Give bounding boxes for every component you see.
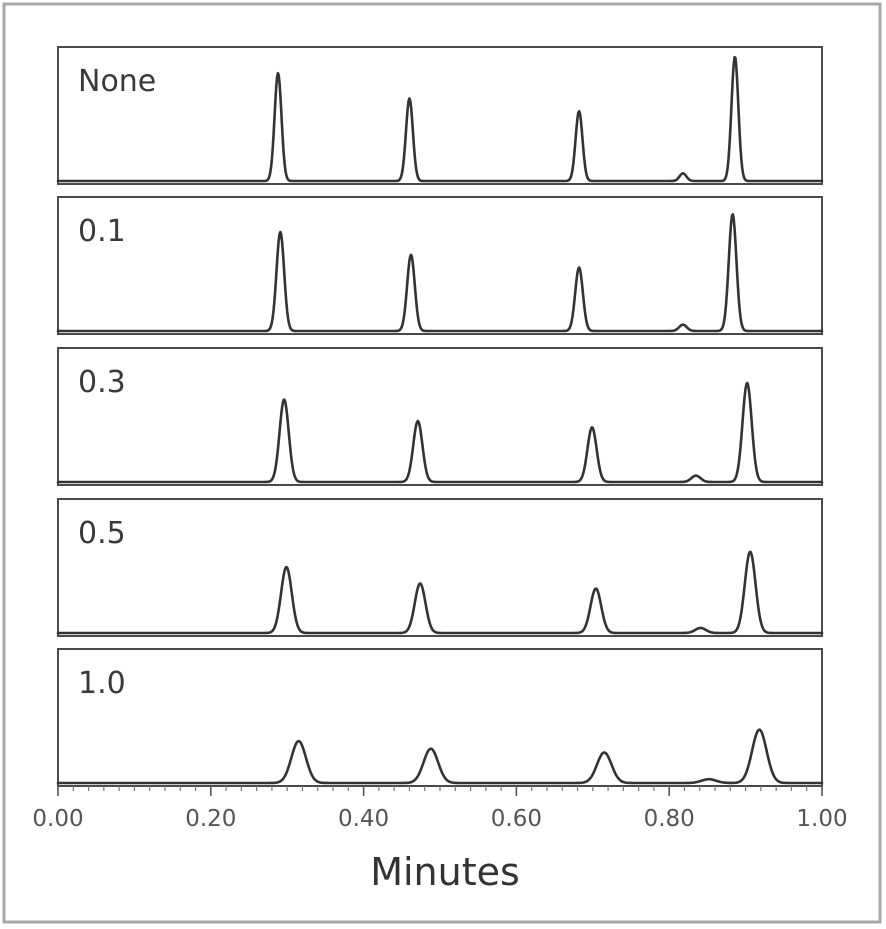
series-line-0-5 bbox=[56, 550, 824, 635]
series-line-0-3 bbox=[56, 381, 824, 484]
panel-frame bbox=[57, 46, 823, 185]
panel-frame bbox=[57, 196, 823, 335]
series-label: 0.3 bbox=[78, 365, 126, 400]
series-line-none bbox=[56, 55, 824, 183]
series-label: None bbox=[78, 64, 156, 99]
panel-0-3: 0.3 bbox=[56, 347, 824, 486]
x-tick-label: 0.20 bbox=[185, 806, 236, 832]
series-line-1-0 bbox=[56, 728, 824, 785]
panel-frame bbox=[57, 498, 823, 637]
chromatogram-panels: None 0.1 0.3 0.5 1.0 bbox=[56, 46, 824, 787]
series-label: 1.0 bbox=[78, 666, 126, 701]
panel-0-1: 0.1 bbox=[56, 196, 824, 335]
series-label: 0.1 bbox=[78, 214, 126, 249]
series-label: 0.5 bbox=[78, 516, 126, 551]
x-tick-label: 0.80 bbox=[644, 806, 695, 832]
x-axis: 0.00 0.20 0.40 0.60 0.80 1.00 bbox=[32, 786, 848, 832]
panel-0-5: 0.5 bbox=[56, 498, 824, 637]
x-tick-label: 0.00 bbox=[32, 806, 83, 832]
panel-none: None bbox=[56, 46, 824, 185]
series-line-0-1 bbox=[56, 213, 824, 333]
x-tick-label: 1.00 bbox=[796, 806, 847, 832]
panel-1-0: 1.0 bbox=[56, 648, 824, 787]
x-tick-label: 0.40 bbox=[338, 806, 389, 832]
x-tick-label: 0.60 bbox=[491, 806, 542, 832]
panel-frame bbox=[57, 347, 823, 486]
x-axis-title: Minutes bbox=[370, 850, 520, 894]
